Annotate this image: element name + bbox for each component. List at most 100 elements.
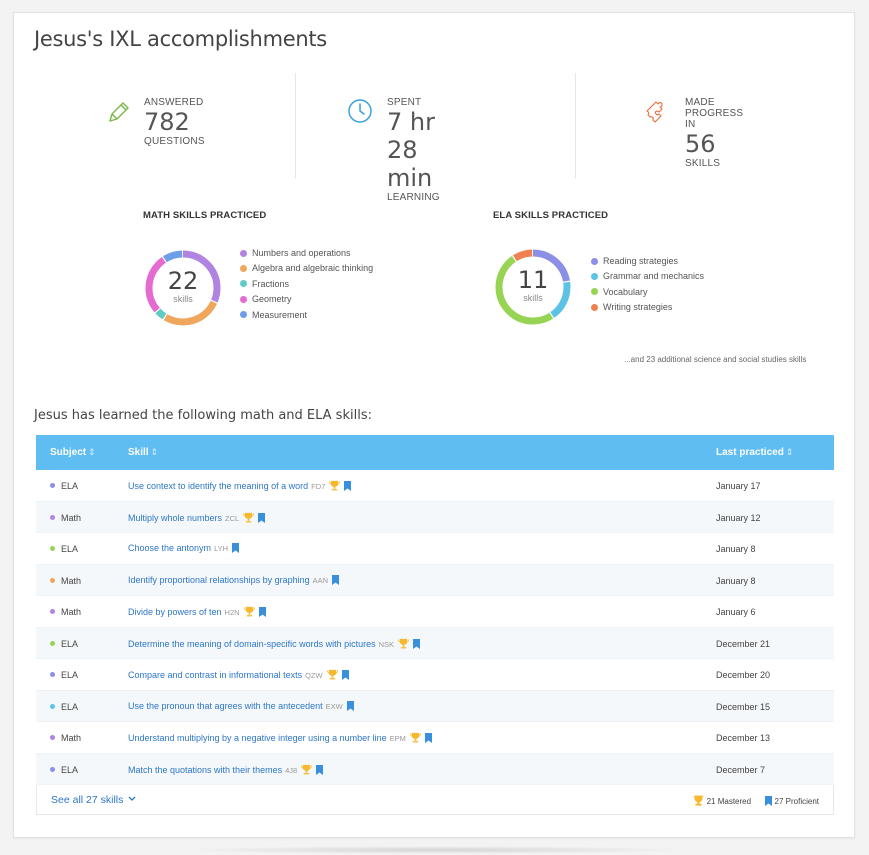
subject-cell: Math — [50, 607, 81, 617]
ribbon-icon — [344, 481, 352, 491]
ela-donut-segment — [495, 249, 571, 325]
math-legend: Numbers and operations Algebra and algebr… — [240, 246, 373, 323]
table-row: ELA Match the quotations with their theme… — [36, 753, 834, 785]
ela-legend-item: Grammar and mechanics — [591, 269, 704, 284]
puzzle-icon — [646, 101, 663, 123]
subject-dot — [50, 735, 55, 740]
last-practiced-cell: January 6 — [716, 607, 756, 617]
last-practiced-cell: December 20 — [716, 670, 771, 680]
column-skill: Skill — [128, 447, 149, 458]
math-donut-chart — [145, 250, 221, 326]
sort-icon: ⇕ — [88, 447, 96, 457]
trophy-icon — [329, 480, 341, 491]
skill-link[interactable]: Identify proportional relationships by g… — [128, 574, 310, 585]
last-practiced-cell: January 17 — [716, 481, 761, 491]
proficient-count: 27 Proficient — [774, 797, 819, 806]
skill-link[interactable]: Divide by powers of ten — [128, 607, 222, 617]
sort-skill-button[interactable]: Skill ⇕ — [128, 447, 158, 458]
ribbon-icon — [332, 574, 340, 585]
subject-dot — [50, 577, 55, 583]
stat-answered-value: 782 — [144, 108, 190, 136]
sort-subject-button[interactable]: Subject ⇕ — [50, 447, 96, 458]
learned-heading: Jesus has learned the following math and… — [34, 408, 372, 423]
see-all-skills-link[interactable]: See all 27 skills — [51, 794, 136, 806]
skill-link[interactable]: Compare and contrast in informational te… — [128, 670, 303, 680]
footer-stats: 21 Mastered 27 Proficient — [689, 795, 819, 806]
subject-cell: Math — [50, 513, 81, 523]
trophy-icon — [693, 795, 704, 806]
table-row: ELA Use the pronoun that agrees with the … — [36, 690, 834, 722]
stat-spent-value: 7 hr 28 min — [387, 108, 435, 192]
table-row: Math Divide by powers of ten H2N January 6 — [36, 596, 834, 628]
table-row: ELA Compare and contrast in informational… — [36, 659, 834, 691]
table-row: Math Multiply whole numbers ZCL January 12 — [36, 501, 834, 533]
trophy-icon — [409, 732, 421, 743]
chevron-down-icon — [128, 796, 136, 801]
subject-label: ELA — [61, 544, 79, 554]
legend-label: Grammar and mechanics — [603, 271, 705, 282]
skill-code: FD7 — [311, 482, 326, 491]
subject-dot — [50, 514, 55, 520]
skill-code: 4J8 — [285, 765, 298, 775]
legend-label: Geometry — [252, 294, 292, 305]
ribbon-icon — [424, 733, 432, 743]
subject-cell: ELA — [50, 544, 78, 554]
math-skill-count: 22 — [167, 267, 199, 295]
skill-code: AAN — [312, 575, 329, 585]
column-subject: Subject — [50, 447, 87, 458]
skill-link[interactable]: Match the quotations with their themes — [128, 764, 283, 775]
subject-cell: ELA — [50, 765, 78, 775]
accomplishments-card: Jesus's IXL accomplishments ANSWERED 782… — [13, 12, 855, 838]
last-practiced-cell: January 8 — [716, 575, 756, 586]
skill-code: EXW — [325, 701, 343, 711]
skill-cell: Compare and contrast in informational te… — [128, 669, 349, 680]
sort-last-practiced-button[interactable]: Last practiced ⇕ — [716, 447, 793, 458]
legend-label: Vocabulary — [603, 286, 648, 297]
skill-cell: Divide by powers of ten H2N — [128, 606, 266, 617]
subject-cell: Math — [50, 733, 81, 743]
subject-dot — [50, 483, 55, 488]
math-donut-segment — [145, 250, 221, 326]
legend-label: Measurement — [252, 309, 308, 320]
skill-cell: Determine the meaning of domain-specific… — [128, 638, 421, 649]
legend-dot — [591, 303, 598, 311]
table-row: Math Understand multiplying by a negative… — [36, 722, 834, 754]
ribbon-icon — [258, 512, 266, 523]
skill-link[interactable]: Use context to identify the meaning of a… — [128, 481, 309, 491]
skill-code: H2N — [224, 608, 240, 617]
skill-link[interactable]: Understand multiplying by a negative int… — [128, 733, 387, 743]
subject-label: ELA — [61, 764, 79, 775]
subject-dot — [50, 546, 55, 551]
pencil-icon — [109, 102, 129, 122]
additional-skills-note: ...and 23 additional science and social … — [624, 355, 807, 364]
trophy-icon — [301, 764, 313, 774]
legend-dot — [240, 311, 247, 319]
skill-code: LYH — [214, 544, 229, 553]
subject-cell: ELA — [50, 481, 78, 491]
divider — [575, 73, 576, 179]
ribbon-icon — [258, 607, 266, 617]
subject-dot — [50, 703, 55, 709]
skill-cell: Multiply whole numbers ZCL — [128, 512, 266, 523]
last-practiced-cell: December 21 — [716, 638, 771, 649]
legend-label: Numbers and operations — [252, 248, 351, 258]
subject-cell: ELA — [50, 670, 78, 680]
ela-skill-count: 11 — [517, 266, 549, 294]
ela-donut-segment — [495, 249, 571, 325]
skill-link[interactable]: Use the pronoun that agrees with the ant… — [128, 700, 323, 711]
subject-label: ELA — [61, 481, 79, 491]
math-skill-unit: skills — [173, 294, 193, 304]
trophy-icon — [326, 669, 338, 680]
skill-link[interactable]: Multiply whole numbers — [128, 512, 223, 523]
subject-label: ELA — [61, 670, 79, 680]
last-practiced-cell: December 7 — [716, 764, 766, 775]
table-row: ELA Choose the antonym LYH January 8 — [36, 533, 834, 565]
skill-link[interactable]: Choose the antonym — [128, 543, 212, 553]
ela-legend-item: Writing strategies — [591, 300, 704, 315]
ela-legend-item: Vocabulary — [591, 285, 704, 300]
skill-link[interactable]: Determine the meaning of domain-specific… — [128, 638, 376, 649]
subject-dot — [50, 766, 55, 772]
subject-cell: ELA — [50, 639, 78, 649]
math-section-title: MATH SKILLS PRACTICED — [143, 210, 267, 221]
last-practiced-cell: January 8 — [716, 544, 756, 554]
